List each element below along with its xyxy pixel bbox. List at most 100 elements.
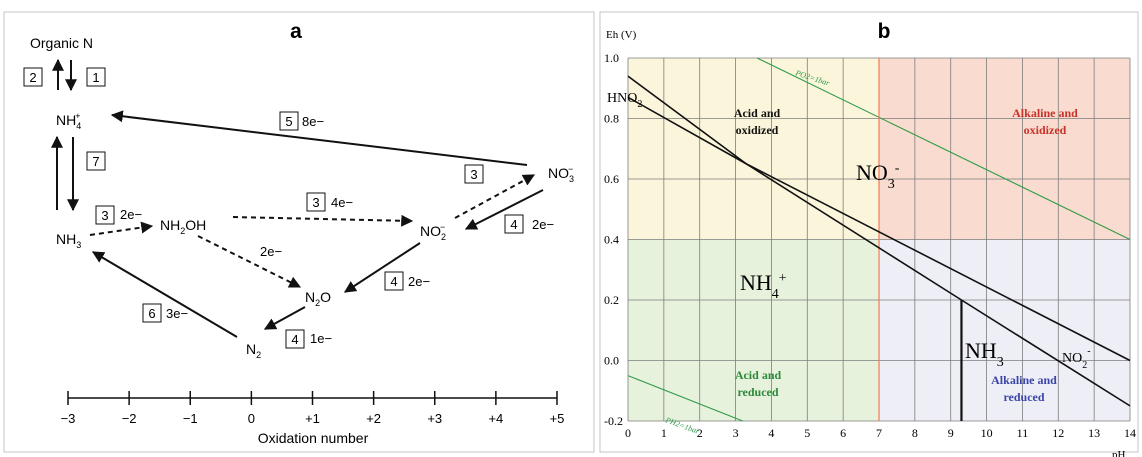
panel-b: b 0 1 2 3 4 5 6 7 8 9 10 11 12 13 14-0.20.00.20.40.60.… xyxy=(599,11,1139,457)
species-no3: NO3− xyxy=(548,164,574,184)
species-no2-region: NO2- xyxy=(1062,346,1091,371)
y-tick-label: 0.0 xyxy=(604,354,619,368)
boundary-line-hno2_no3_upper xyxy=(627,75,747,165)
region-label-alkaline-reduced-2: reduced xyxy=(1003,390,1044,404)
electron-label-3b: 4e− xyxy=(331,195,353,210)
region-acid-reduced xyxy=(628,239,879,421)
panel-b-label: b xyxy=(878,20,891,43)
x-tick-label: 8 xyxy=(912,426,918,440)
oxidation-tick-label: +3 xyxy=(427,411,442,426)
panel-a: a Organic N 2 1 NH4+ 7 NH3 3 2e− xyxy=(3,11,595,453)
svg-text:3: 3 xyxy=(470,167,477,182)
y-tick-label: 0.4 xyxy=(604,233,619,247)
electron-label-n2o: 2e− xyxy=(260,244,282,259)
species-n2: N2 xyxy=(246,341,261,360)
svg-text:2: 2 xyxy=(29,70,36,85)
electron-label-4c: 1e− xyxy=(310,331,332,346)
svg-text:3: 3 xyxy=(101,208,108,223)
region-label-alkaline-oxidized-2: oxidized xyxy=(1024,123,1067,137)
x-tick-label: 4 xyxy=(768,426,774,440)
species-nh3-region: NH3 xyxy=(965,338,1004,370)
arrow-nh2oh-to-no2 xyxy=(232,214,414,227)
region-label-acid-oxidized-2: oxidized xyxy=(736,123,779,137)
oxidation-tick-label: −3 xyxy=(61,411,76,426)
species-no2: NO2− xyxy=(420,222,446,242)
x-tick-label: 9 xyxy=(948,426,954,440)
eh-ph-chart: 0 1 2 3 4 5 6 7 8 9 10 11 12 13 14-0.20.00.20.40.60.81… xyxy=(604,51,1136,440)
svg-text:4: 4 xyxy=(510,217,517,232)
x-tick-label: 6 xyxy=(840,426,846,440)
oxidation-axis-title: Oxidation number xyxy=(258,430,369,446)
svg-text:1: 1 xyxy=(92,70,99,85)
step-box-4-no3: 4 xyxy=(504,214,524,234)
step-box-4-no2: 4 xyxy=(384,271,404,291)
region-acid-oxidized xyxy=(628,58,879,240)
x-tick-label: 10 xyxy=(981,426,993,440)
x-tick-label: 14 xyxy=(1124,426,1136,440)
x-tick-label: 11 xyxy=(1017,426,1029,440)
arrow-no2-to-n2o xyxy=(343,242,421,293)
x-tick-label: 13 xyxy=(1088,426,1100,440)
region-label-acid-reduced-2: reduced xyxy=(737,385,778,399)
panel-a-label: a xyxy=(290,20,302,43)
boundary-line-no3_no2 xyxy=(745,163,1131,362)
svg-text:5: 5 xyxy=(285,114,292,129)
step-box-3-nh2oh: 3 xyxy=(306,192,326,212)
boundary-line-no3_nh4 xyxy=(745,163,962,301)
species-n2o: N2O xyxy=(305,289,331,308)
x-tick-label: 7 xyxy=(876,426,882,440)
region-label-alkaline-reduced-1: Alkaline and xyxy=(991,373,1057,387)
step-box-6: 6 xyxy=(142,303,162,323)
arrow-no2-to-no3 xyxy=(454,174,536,219)
region-alkaline-reduced xyxy=(879,239,1130,421)
oxidation-tick-label: −1 xyxy=(183,411,198,426)
region-label-acid-reduced-1: Acid and xyxy=(735,368,782,382)
step-box-7: 7 xyxy=(86,151,106,171)
step-box-2: 2 xyxy=(23,67,43,87)
y-tick-label: 0.2 xyxy=(604,293,619,307)
y-tick-label: 0.8 xyxy=(604,112,619,126)
step-box-3-nh3: 3 xyxy=(95,205,115,225)
species-nh3: NH3 xyxy=(56,231,81,250)
species-nh4-region: NH4+ xyxy=(740,270,787,302)
x-tick-label: 5 xyxy=(804,426,810,440)
chart-lines xyxy=(627,57,1131,422)
x-axis-title: pH xyxy=(1112,449,1126,457)
y-tick-label: 1.0 xyxy=(604,51,619,65)
oxidation-axis-ticks: −3 −2 −1 0 +1 +2 +3 +4 +5 xyxy=(61,391,565,426)
arrow-n2-to-nh3 xyxy=(91,251,238,338)
species-nh4: NH4+ xyxy=(56,111,81,131)
boundary-line-no2_nh3 xyxy=(961,299,1131,407)
electron-label-4b: 2e− xyxy=(408,274,430,289)
arrow-nh2oh-to-n2o xyxy=(197,235,302,288)
svg-text:7: 7 xyxy=(92,154,99,169)
x-tick-label: 1 xyxy=(661,426,667,440)
electron-label-5: 8e− xyxy=(302,114,324,129)
species-no3-region: NO3- xyxy=(856,160,900,192)
boundary-line-ph2 xyxy=(627,375,743,422)
arrow-no3-to-no2 xyxy=(464,189,544,230)
organic-n-label: Organic N xyxy=(30,35,93,51)
oxidation-tick-label: +1 xyxy=(305,411,320,426)
species-nh2oh: NH2OH xyxy=(160,217,206,236)
region-alkaline-oxidized xyxy=(879,58,1130,240)
svg-text:6: 6 xyxy=(148,306,155,321)
oxidation-tick-label: +4 xyxy=(488,411,503,426)
boundary-line-po2 xyxy=(756,57,1131,240)
chart-tick-labels: 0 1 2 3 4 5 6 7 8 9 10 11 12 13 14-0.20.00.20.40.60.81… xyxy=(604,51,1136,440)
oxidation-tick-label: +5 xyxy=(550,411,565,426)
arrow-no3-to-nh4 xyxy=(110,110,528,166)
arrow-nh3-to-nh2oh xyxy=(89,221,154,236)
svg-text:4: 4 xyxy=(291,332,298,347)
species-hno2: HNO2 xyxy=(607,91,642,110)
x-tick-label: 0 xyxy=(625,426,631,440)
boundary-line-hno2_no3_lower xyxy=(627,96,747,165)
y-tick-label: 0.6 xyxy=(604,172,619,186)
electron-label-3a: 2e− xyxy=(120,207,142,222)
x-tick-label: 12 xyxy=(1052,426,1064,440)
oxidation-tick-label: +2 xyxy=(366,411,381,426)
electron-label-4a: 2e− xyxy=(532,217,554,232)
x-tick-label: 3 xyxy=(733,426,739,440)
electron-label-6: 3e− xyxy=(166,306,188,321)
